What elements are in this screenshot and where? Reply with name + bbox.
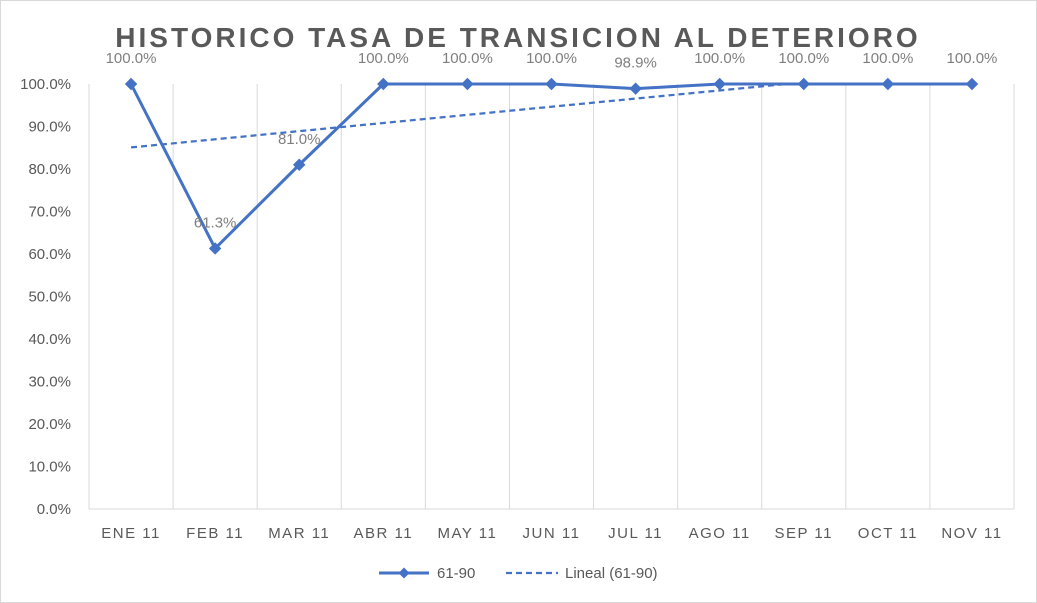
data-label: 81.0% (278, 131, 321, 148)
y-tick-label: 20.0% (28, 416, 71, 433)
x-tick-label: MAY 11 (437, 525, 497, 542)
data-point-marker (545, 77, 558, 91)
trendline-layer (130, 82, 787, 149)
x-tick-label: SEP 11 (775, 525, 833, 542)
y-tick-label: 100.0% (20, 76, 71, 93)
x-tick-label: ENE 11 (101, 525, 161, 542)
data-point-marker (208, 242, 222, 255)
x-tick-label: MAR 11 (268, 525, 330, 542)
y-tick-label: 70.0% (28, 204, 71, 221)
legend-series-label: 61-90 (437, 565, 475, 582)
y-tick-label: 80.0% (28, 161, 71, 178)
data-point-marker (713, 77, 726, 91)
data-label: 61.3% (194, 214, 237, 231)
y-tick-label: 10.0% (28, 459, 71, 476)
data-point-marker (461, 77, 474, 91)
data-point-marker (797, 77, 810, 91)
series-layer (124, 77, 979, 255)
x-tick-label: AGO 11 (689, 525, 751, 542)
data-label: 100.0% (106, 50, 157, 67)
y-axis-tick-labels: 0.0% 10.0% 20.0% 30.0% 40.0% 50.0% 60.0% 70.0% 8… (20, 76, 71, 518)
data-point-marker (293, 158, 306, 171)
x-tick-label: NOV 11 (941, 525, 1002, 542)
y-tick-label: 90.0% (28, 119, 71, 136)
data-label: 100.0% (947, 50, 998, 67)
data-point-marker (629, 82, 642, 95)
data-label: 100.0% (778, 50, 829, 67)
y-tick-label: 50.0% (28, 289, 71, 306)
legend-series-marker (398, 567, 410, 579)
trendline (130, 82, 787, 149)
x-tick-label: ABR 11 (354, 525, 414, 542)
x-tick-label: JUL 11 (608, 525, 663, 542)
x-tick-label: JUN 11 (523, 525, 581, 542)
y-tick-label: 60.0% (28, 246, 71, 263)
data-point-marker (124, 77, 138, 91)
y-tick-label: 0.0% (37, 501, 71, 518)
legend: 61-90 Lineal (61-90) (379, 565, 658, 582)
x-tick-label: OCT 11 (858, 525, 918, 542)
x-axis-tick-labels: ENE 11 FEB 11 MAR 11 ABR 11 MAY 11 JUN 11 JUL … (101, 525, 1002, 542)
data-label: 100.0% (442, 50, 493, 67)
data-point-marker (965, 77, 979, 91)
data-label: 98.9% (614, 55, 657, 72)
data-label: 100.0% (694, 50, 745, 67)
data-labels: 100.0% 61.3% 81.0% 100.0% 100.0% 100.0% 98.9% 1… (106, 50, 998, 231)
chart-title: HISTORICO TASA DE TRANSICION AL DETERIOR… (115, 22, 920, 53)
data-label: 100.0% (526, 50, 577, 67)
data-point-marker (377, 77, 390, 91)
vertical-gridlines (88, 84, 1015, 509)
legend-trendline-label: Lineal (61-90) (565, 565, 658, 582)
data-point-marker (881, 77, 895, 91)
x-tick-label: FEB 11 (186, 525, 244, 542)
y-tick-label: 30.0% (28, 374, 71, 391)
y-tick-label: 40.0% (28, 331, 71, 348)
data-label: 100.0% (862, 50, 913, 67)
data-label: 100.0% (358, 50, 409, 67)
